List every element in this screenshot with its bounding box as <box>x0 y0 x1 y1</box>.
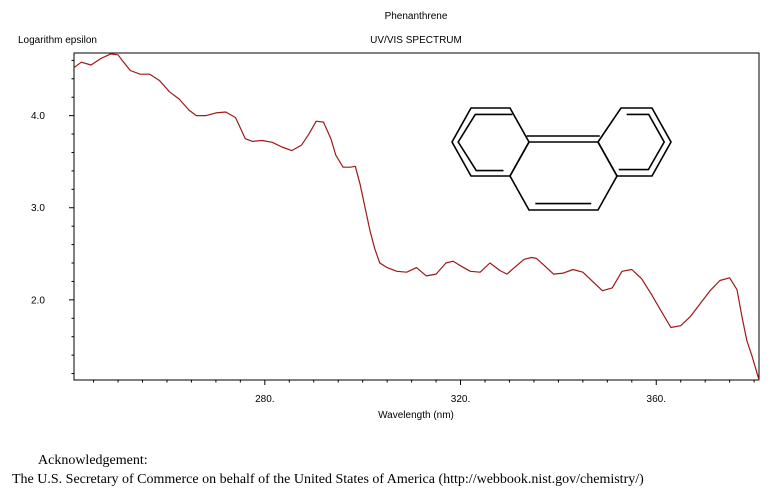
x-tick-label: 360. <box>647 394 666 405</box>
tick-labels: 280. 320. 360. 2.0 3.0 4.0 <box>31 111 666 405</box>
chart-subtitle: UV/VIS SPECTRUM <box>370 35 462 46</box>
x-tick-label: 280. <box>255 394 274 405</box>
x-axis-label: Wavelength (nm) <box>378 410 454 421</box>
axes <box>73 52 760 381</box>
acknowledgement-heading: Acknowledgement: <box>38 453 148 468</box>
x-tick-label: 320. <box>451 394 470 405</box>
y-axis-label: Logarithm epsilon <box>18 35 97 46</box>
y-tick-label: 2.0 <box>31 295 45 306</box>
y-tick-label: 3.0 <box>31 203 45 214</box>
acknowledgement-text: The U.S. Secretary of Commerce on behalf… <box>12 472 644 487</box>
series-layer <box>73 53 760 381</box>
chart-title: Phenanthrene <box>384 11 448 22</box>
tick-marks <box>69 59 755 385</box>
plot-frame <box>73 52 760 381</box>
y-tick-label: 4.0 <box>31 111 45 122</box>
phenanthrene-structure-image <box>451 107 672 211</box>
spectrum-line <box>73 53 760 381</box>
